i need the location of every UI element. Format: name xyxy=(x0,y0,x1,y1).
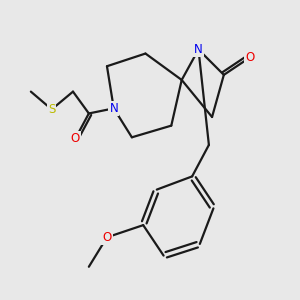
Text: O: O xyxy=(102,231,112,244)
Text: N: N xyxy=(194,43,203,56)
Text: S: S xyxy=(48,103,56,116)
Text: O: O xyxy=(70,132,80,145)
Text: N: N xyxy=(110,102,118,115)
Text: O: O xyxy=(245,51,254,64)
